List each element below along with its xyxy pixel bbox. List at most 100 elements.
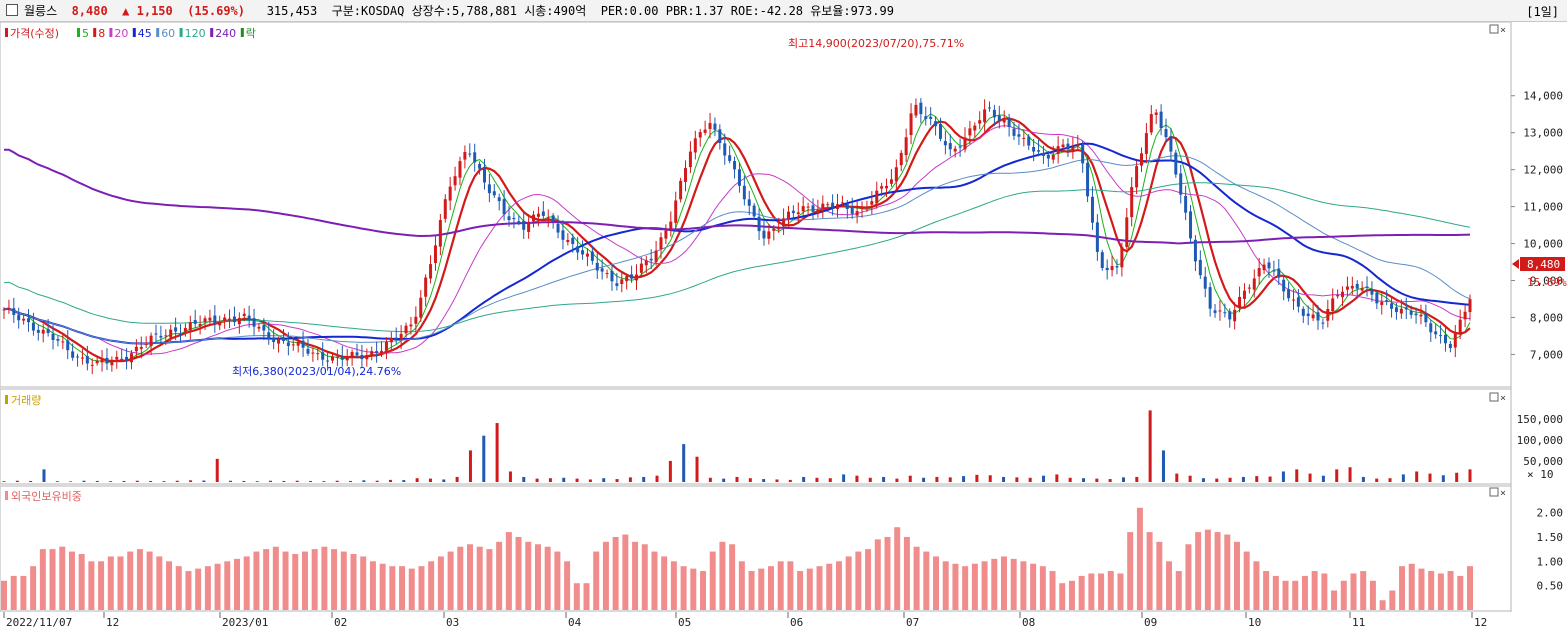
foreign-ratio-bar (1030, 563, 1037, 610)
foreign-ratio-bar (573, 583, 580, 610)
maximize-icon[interactable] (1489, 487, 1499, 497)
foreign-ratio-bar (991, 558, 998, 610)
price-change: 1,150 (136, 4, 173, 18)
candle-body (46, 329, 50, 334)
foreign-ratio-bar (1340, 580, 1347, 610)
volume-bar (95, 480, 99, 482)
legend-item-8[interactable]: 락 (246, 27, 256, 40)
foreign-ratio-bar (1467, 566, 1473, 610)
candle-body (821, 203, 825, 209)
candle-body (1326, 308, 1330, 321)
trade-volume: 315,453 (266, 4, 318, 18)
foreign-ratio-bar (1059, 583, 1066, 610)
close-icon[interactable]: × (1500, 25, 1506, 36)
foreign-ratio-bar (884, 536, 891, 610)
foreign-ratio-bar (399, 566, 406, 610)
candle-body (414, 316, 418, 324)
volume-bar (775, 479, 779, 482)
candle-body (1390, 303, 1394, 309)
legend-item-5[interactable]: 60 (161, 27, 175, 40)
candle-body (1336, 295, 1340, 297)
foreign-ratio-bar (496, 541, 503, 610)
foreign-ratio-bar (1175, 571, 1182, 610)
price-pointer-icon (1512, 259, 1519, 269)
candle-body (1139, 153, 1143, 166)
foreign-ratio-bar (593, 551, 600, 610)
foreign-ratio-bar (690, 568, 697, 610)
candle-body (1262, 264, 1266, 271)
price-change-pct: (15.69%) (187, 4, 245, 18)
foreign-ratio-bar (301, 551, 308, 610)
volume-bar (1228, 477, 1232, 482)
volume-panel-controls: × (1489, 392, 1506, 404)
candle-body (634, 274, 638, 281)
foreign-ratio-bar (379, 563, 386, 610)
legend-item-3[interactable]: 20 (114, 27, 128, 40)
x-tick-label: 05 (678, 616, 691, 629)
volume-bar (149, 480, 153, 482)
volume-bar (948, 477, 952, 482)
period-selector[interactable]: [1일] (1526, 5, 1559, 19)
volume-bar (1042, 475, 1046, 482)
close-icon[interactable]: × (1500, 393, 1506, 404)
foreign-ratio-bar (88, 561, 95, 610)
legend-item-0[interactable]: 가격(수정) (10, 27, 59, 40)
volume-bar (1082, 478, 1086, 482)
maximize-icon[interactable] (1489, 24, 1499, 34)
volume-bar (1455, 472, 1459, 482)
foreign-ratio-bar (428, 561, 435, 610)
candle-body (183, 327, 187, 332)
volume-bar (762, 479, 766, 482)
foreign-ratio-bar (894, 527, 901, 610)
candle-body (1272, 270, 1276, 272)
candle-body (228, 318, 232, 320)
candle-body (600, 268, 604, 272)
candle-body (1051, 154, 1055, 160)
maximize-icon[interactable] (1489, 392, 1499, 402)
candle-body (1267, 262, 1271, 269)
candle-body (1453, 333, 1457, 348)
legend-item-7[interactable]: 240 (215, 27, 236, 40)
candle-body (478, 164, 482, 169)
foreign-ratio-bar (214, 563, 221, 610)
foreign-ratio-bar (1166, 561, 1173, 610)
candle-body (1027, 136, 1031, 146)
candle-body (1115, 266, 1119, 268)
candle-body (458, 161, 462, 178)
candle-body (1174, 152, 1178, 175)
volume-bar (962, 476, 966, 482)
volume-bar (15, 480, 19, 482)
volume-bar (375, 480, 379, 482)
candle-body (482, 166, 486, 183)
foreign-ratio-bar (738, 561, 745, 610)
candle-body (169, 329, 173, 338)
legend-item-1[interactable]: 5 (82, 27, 89, 40)
candle-body (468, 153, 472, 155)
volume-bar (1428, 473, 1432, 482)
candle-body (17, 314, 21, 321)
candle-body (1365, 286, 1369, 288)
volume-bar (655, 475, 659, 482)
price-pct-label: 15.69% (1527, 276, 1567, 289)
close-icon[interactable]: × (1500, 488, 1506, 499)
candle-body (1208, 287, 1212, 309)
legend-swatch (77, 28, 80, 37)
candle-body (728, 155, 732, 161)
legend-item-6[interactable]: 120 (185, 27, 206, 40)
foreign-ratio-bar (564, 561, 571, 610)
volume-tick-label: 50,000 (1523, 455, 1563, 468)
candle-body (247, 315, 251, 321)
legend-item-4[interactable]: 45 (138, 27, 152, 40)
candle-body (1056, 146, 1060, 154)
select-checkbox[interactable] (6, 4, 18, 16)
legend-item-2[interactable]: 8 (98, 27, 105, 40)
foreign-ratio-bar (933, 556, 940, 610)
candle-body (281, 337, 285, 341)
foreign-ratio-bar (797, 571, 804, 610)
volume-bar (295, 480, 299, 482)
foreign-ratio-bar (321, 546, 328, 610)
listed-shares: 상장수:5,788,881 (411, 4, 517, 18)
candle-body (404, 325, 408, 334)
candle-body (237, 318, 241, 325)
candle-body (272, 337, 276, 343)
